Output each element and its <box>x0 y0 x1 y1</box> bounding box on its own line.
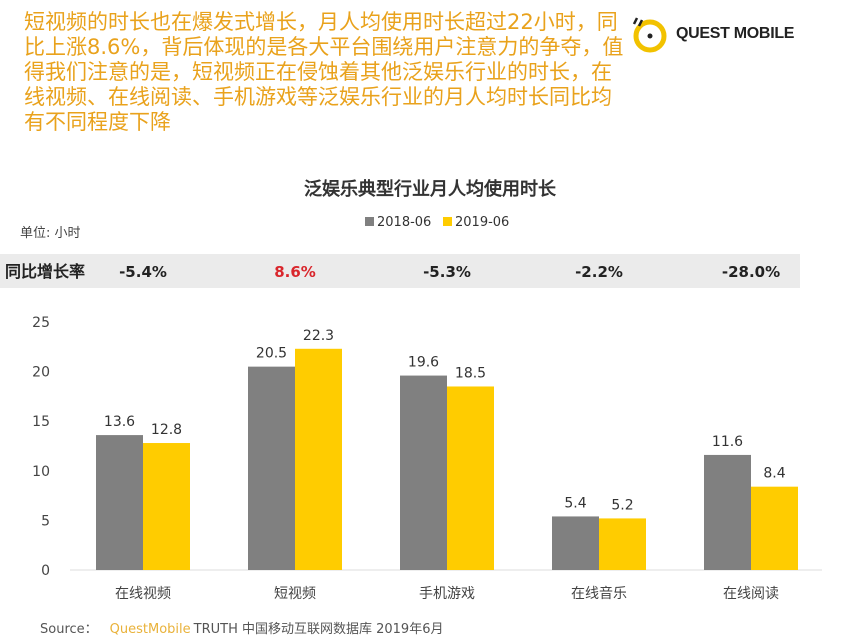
quest-mobile-logo-icon <box>632 17 667 53</box>
source-line: Source： QuestMobile TRUTH 中国移动互联网数据库 2019年… <box>40 618 443 637</box>
source-prefix: Source： <box>40 622 98 637</box>
chart-title: 泛娱乐典型行业月人均使用时长 <box>304 178 557 200</box>
data-label: 5.4 <box>564 495 586 511</box>
legend-label: 2019-06 <box>455 215 509 230</box>
data-label: 19.6 <box>408 355 439 371</box>
data-label: 13.6 <box>104 414 135 430</box>
legend-label: 2018-06 <box>377 215 431 230</box>
x-tick-label: 短视频 <box>274 586 316 602</box>
growth-value: -28.0% <box>722 263 780 281</box>
data-label: 5.2 <box>611 497 633 513</box>
growth-value: -5.4% <box>119 263 167 281</box>
source-rest: TRUTH 中国移动互联网数据库 2019年6月 <box>193 622 444 637</box>
y-axis: 0 5 10 15 20 25 <box>32 315 50 579</box>
x-tick-label: 在线阅读 <box>723 585 779 602</box>
bar <box>704 454 751 570</box>
data-label: 11.6 <box>712 434 743 450</box>
logo: QUEST MOBILE <box>628 14 794 54</box>
x-axis: 在线视频 短视频 手机游戏 在线音乐 在线阅读 <box>115 585 779 602</box>
y-tick-label: 15 <box>32 414 50 430</box>
growth-value: -5.3% <box>423 263 471 281</box>
bar <box>248 366 295 570</box>
data-label: 20.5 <box>256 346 287 362</box>
bar <box>599 518 646 570</box>
bar <box>447 386 494 570</box>
bar <box>295 348 342 570</box>
legend-swatch <box>365 217 374 226</box>
logo-text: QUEST MOBILE <box>676 25 795 42</box>
growth-value: 8.6% <box>274 263 316 281</box>
growth-row-label: 同比增长率 <box>5 262 85 281</box>
growth-values: -5.4% 8.6% -5.3% -2.2% -28.0% <box>119 263 780 281</box>
bar <box>400 375 447 570</box>
y-tick-label: 25 <box>32 315 50 331</box>
growth-value: -2.2% <box>575 263 623 281</box>
x-tick-label: 在线音乐 <box>571 585 627 602</box>
source-brand: QuestMobile <box>109 622 191 637</box>
legend-swatch <box>443 217 452 226</box>
bars: 13.6 12.8 20.5 22.3 19.6 18.5 5.4 5.2 11.6 8.4 <box>96 328 798 570</box>
y-tick-label: 0 <box>41 563 50 579</box>
bar <box>552 516 599 570</box>
y-tick-label: 5 <box>41 513 50 529</box>
bar <box>96 435 143 570</box>
data-label: 18.5 <box>455 365 486 381</box>
data-label: 8.4 <box>763 466 785 482</box>
intro-text: 短视频的时长也在爆发式增长，月人均使用时长超过22小时，同比上涨8.6%，背后体… <box>24 10 624 134</box>
legend: 2018-06 2019-06 <box>365 215 509 230</box>
bar <box>751 486 798 570</box>
unit-label: 单位: 小时 <box>20 226 81 241</box>
growth-row-band <box>0 254 800 288</box>
x-tick-label: 在线视频 <box>115 586 171 602</box>
x-tick-label: 手机游戏 <box>419 586 475 602</box>
bar <box>143 443 190 570</box>
y-tick-label: 10 <box>32 464 50 480</box>
y-tick-label: 20 <box>32 365 50 381</box>
data-label: 12.8 <box>151 422 182 438</box>
data-label: 22.3 <box>303 328 334 344</box>
